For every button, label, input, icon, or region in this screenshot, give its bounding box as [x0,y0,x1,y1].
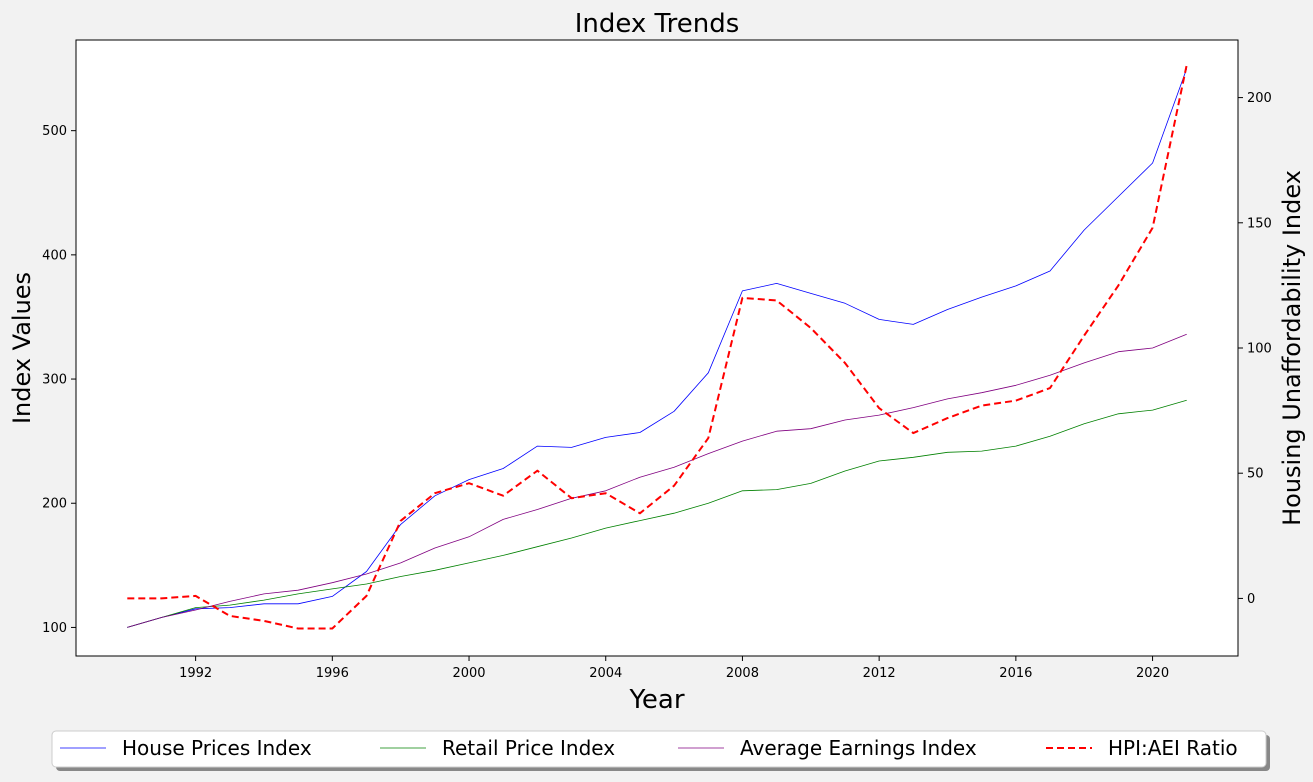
legend-label: House Prices Index [122,736,312,760]
y2-tick-label: 200 [1247,91,1272,106]
x-tick-label: 2012 [863,666,896,681]
y-tick-label: 500 [42,124,67,139]
y2-tick-label: 50 [1247,467,1264,482]
series-line-retail-price-index [127,399,1187,628]
legend-box [51,730,1267,768]
y-tick-label: 200 [42,497,67,512]
y-tick-label: 100 [42,621,67,636]
x-tick-label: 1992 [179,666,212,681]
chart-title: Index Trends [575,9,740,39]
x-tick-label: 1996 [316,666,349,681]
series-group [127,64,1188,630]
y2-tick-label: 100 [1247,342,1272,357]
y2-tick-label: 150 [1247,216,1272,231]
legend-label: Retail Price Index [442,736,615,760]
legend: House Prices Index Retail Price Index Aver… [51,730,1270,771]
x-tick-label: 2020 [1136,666,1169,681]
y-tick-label: 300 [42,373,67,388]
x-tick-label: 2004 [589,666,622,681]
x-tick-label: 2000 [452,666,485,681]
x-tick-label: 2008 [726,666,759,681]
legend-label: Average Earnings Index [740,736,977,760]
x-axis-label: Year [628,685,684,715]
y-tick-label: 400 [42,248,67,263]
y2-tick-label: 0 [1247,592,1255,607]
x-tick-label: 2016 [999,666,1032,681]
y2-axis-label: Housing Unaffordability Index [1278,170,1306,526]
y-axis-label: Index Values [8,272,36,424]
legend-label: HPI:AEI Ratio [1108,736,1238,760]
plot-frame [75,39,1239,657]
series-line-hpi-aei-ratio [127,64,1188,630]
plot-area [76,40,1238,656]
series-line-house-prices-index [127,68,1188,628]
axes-group: 1992 1996 2000 2004 2008 2012 2016 202010020030… [42,91,1272,681]
series-line-average-earnings-index [127,333,1187,628]
